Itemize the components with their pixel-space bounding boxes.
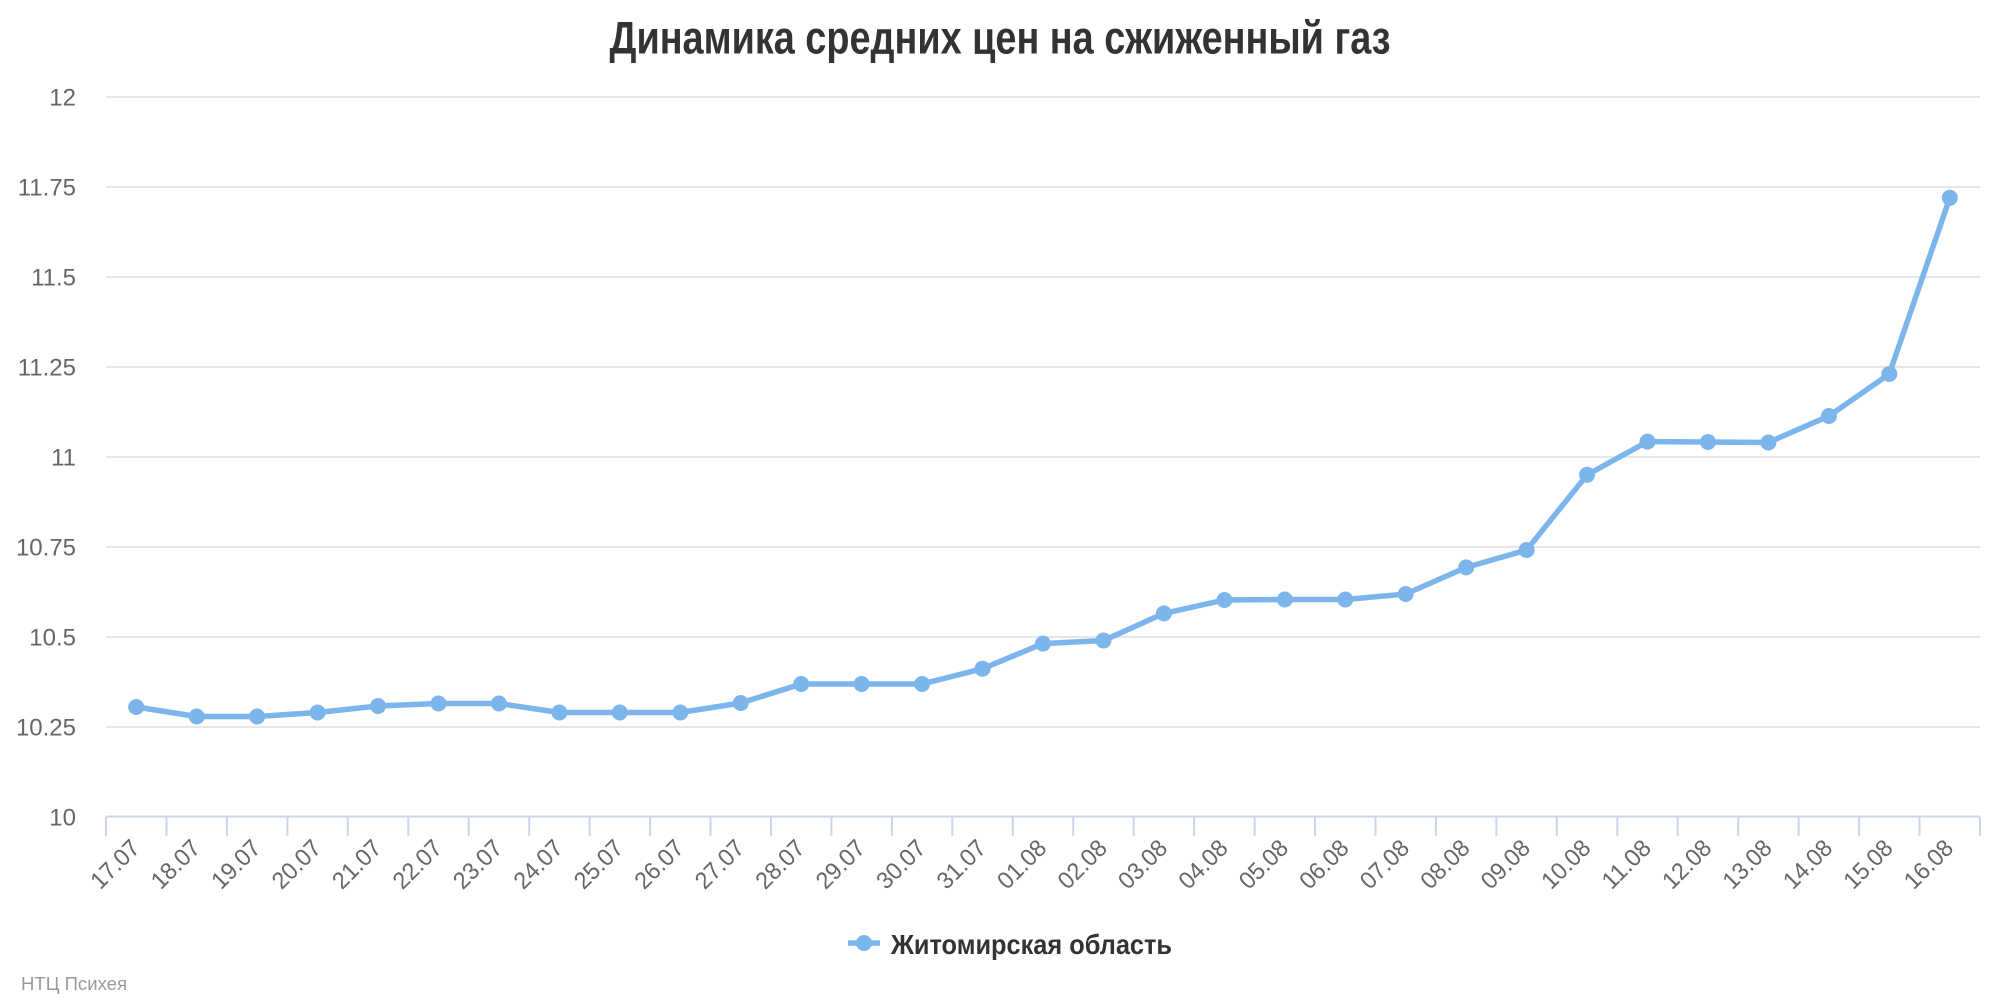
svg-text:11.75: 11.75 xyxy=(18,175,76,202)
svg-text:11: 11 xyxy=(51,445,76,472)
svg-text:10.5: 10.5 xyxy=(29,625,76,652)
svg-text:11.25: 11.25 xyxy=(18,355,76,382)
svg-text:12: 12 xyxy=(49,85,76,112)
svg-text:10.75: 10.75 xyxy=(16,535,76,562)
svg-text:Житомирская область: Житомирская область xyxy=(890,929,1172,960)
svg-text:Динамика средних цен на сжижен: Динамика средних цен на сжиженный газ xyxy=(610,12,1391,64)
svg-text:10.25: 10.25 xyxy=(16,715,76,742)
svg-text:НТЦ Психея: НТЦ Психея xyxy=(21,974,127,994)
svg-text:11.5: 11.5 xyxy=(31,265,76,292)
svg-text:10: 10 xyxy=(49,805,76,832)
